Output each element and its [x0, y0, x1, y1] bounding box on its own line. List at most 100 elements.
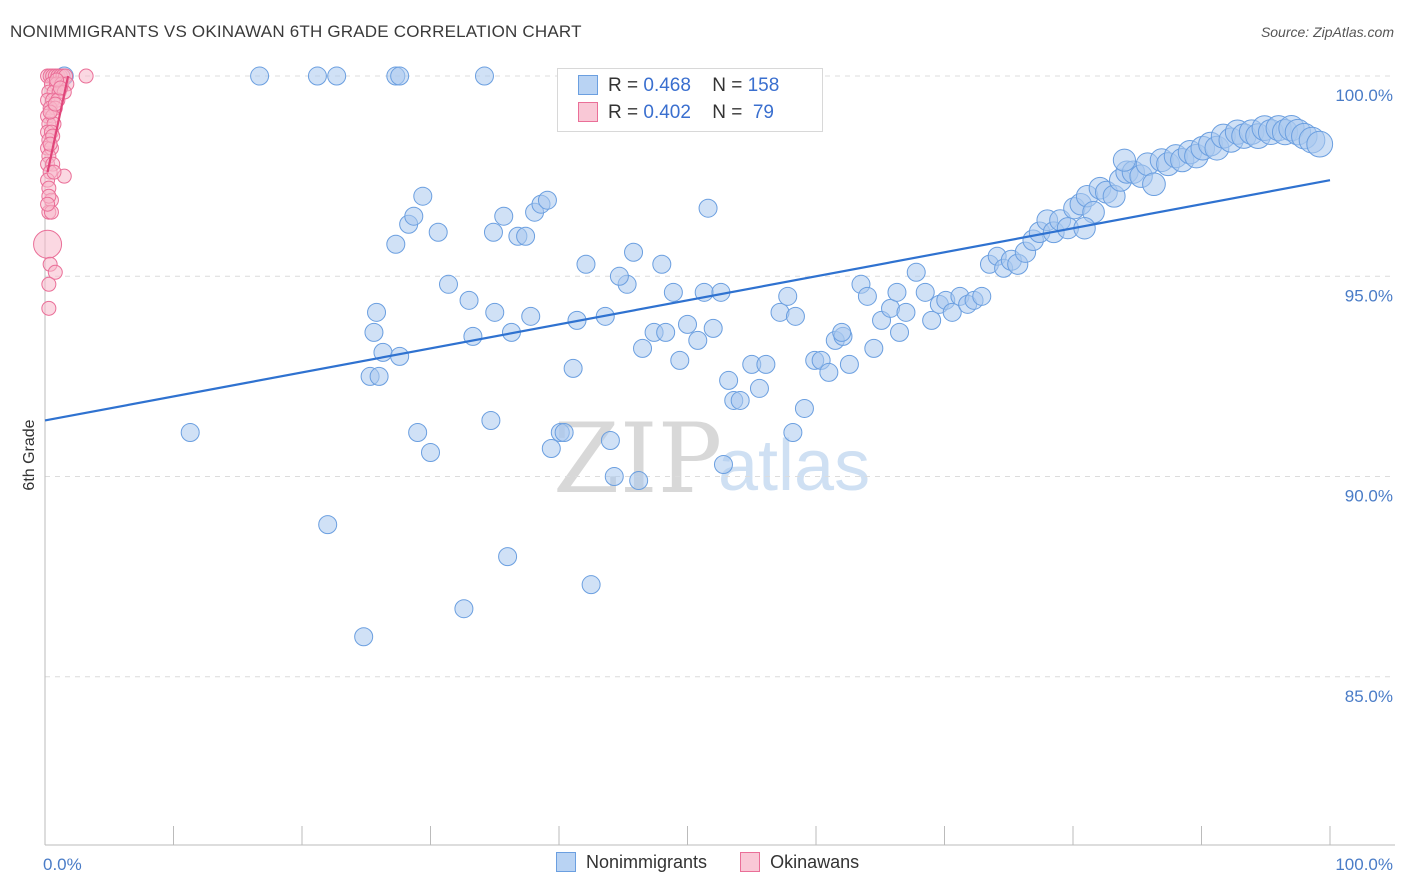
series-swatch-blue — [556, 852, 576, 872]
correlation-legend: R = 0.468 N = 158 R = 0.402 N = 79 — [557, 68, 823, 132]
nonimmigrant-point — [386, 234, 406, 254]
nonimmigrant-point — [563, 358, 583, 378]
nonimmigrant-point — [783, 422, 803, 442]
nonimmigrant-point — [678, 314, 697, 334]
okinawans-trend-line — [46, 75, 70, 173]
okinawan-point — [41, 300, 57, 316]
nonimmigrant-point — [756, 354, 776, 374]
nonimmigrants-points — [54, 66, 1334, 647]
okinawan-point — [41, 276, 57, 292]
nonimmigrant-point — [713, 455, 733, 475]
nonimmigrant-point — [656, 322, 676, 342]
nonimmigrant-point — [459, 290, 479, 310]
nonimmigrant-point — [794, 398, 814, 418]
legend-r-label: R = — [608, 102, 644, 123]
nonimmigrant-point — [670, 350, 690, 370]
legend-r-label: R = — [608, 75, 644, 96]
nonimmigrant-point — [604, 467, 624, 487]
nonimmigrant-point — [537, 190, 557, 210]
nonimmigrant-point — [832, 322, 852, 342]
nonimmigrant-point — [663, 282, 683, 302]
legend-r-value: 0.402 — [643, 102, 691, 123]
nonimmigrant-point — [454, 599, 474, 619]
y-tick-label: 90.0% — [1345, 487, 1393, 506]
series-legend-okinawans[interactable]: Okinawans — [740, 852, 859, 873]
nonimmigrant-point — [652, 254, 672, 274]
nonimmigrant-point — [633, 338, 653, 358]
series-legend-nonimmigrants[interactable]: Nonimmigrants — [556, 852, 707, 873]
nonimmigrant-point — [483, 222, 503, 242]
legend-n-value: 79 — [747, 102, 774, 123]
okinawan-point — [40, 196, 56, 212]
nonimmigrants-trend-line — [44, 179, 1331, 422]
nonimmigrant-point — [972, 286, 992, 306]
nonimmigrant-point — [581, 575, 601, 595]
watermark-zip: ZIP — [553, 403, 722, 515]
trend-lines — [44, 75, 1331, 422]
nonimmigrant-point — [498, 547, 518, 567]
nonimmigrant-point — [906, 262, 926, 282]
nonimmigrant-point — [749, 378, 769, 398]
nonimmigrant-point — [778, 286, 798, 306]
nonimmigrant-point — [404, 206, 424, 226]
nonimmigrant-point — [367, 302, 387, 322]
nonimmigrant-point — [307, 66, 327, 86]
okinawan-point — [46, 164, 62, 180]
y-tick-label: 85.0% — [1345, 687, 1393, 706]
nonimmigrant-point — [857, 286, 877, 306]
watermark: ZIP atlas — [553, 403, 870, 515]
x-tick-label: 100.0% — [1335, 855, 1393, 874]
nonimmigrant-point — [474, 66, 494, 86]
legend-n-label: N = — [712, 102, 748, 123]
okinawan-point — [78, 68, 94, 84]
nonimmigrant-point — [318, 515, 338, 535]
nonimmigrant-point — [819, 362, 839, 382]
nonimmigrant-point — [698, 198, 718, 218]
nonimmigrant-point — [180, 422, 200, 442]
nonimmigrant-point — [730, 390, 750, 410]
tick-labels: 85.0% 90.0% 95.0% 100.0% 0.0% 100.0% — [43, 86, 1393, 874]
nonimmigrant-point — [364, 322, 384, 342]
nonimmigrant-point — [516, 226, 536, 246]
nonimmigrant-point — [421, 443, 440, 463]
y-tick-label: 95.0% — [1345, 286, 1393, 305]
legend-r-value: 0.468 — [643, 75, 691, 96]
nonimmigrant-point — [942, 302, 962, 322]
nonimmigrant-point — [915, 282, 935, 302]
nonimmigrant-point — [438, 274, 458, 294]
nonimmigrant-point — [609, 266, 629, 286]
nonimmigrant-point — [554, 422, 574, 442]
series-swatch-pink — [740, 852, 761, 872]
nonimmigrant-point — [629, 471, 649, 491]
nonimmigrant-point — [413, 186, 433, 206]
y-axis-label: 6th Grade — [21, 419, 38, 490]
nonimmigrant-point — [481, 410, 501, 430]
nonimmigrant-point — [896, 302, 916, 322]
series-label: Okinawans — [770, 852, 860, 872]
nonimmigrant-point — [428, 222, 448, 242]
nonimmigrant-point — [624, 242, 644, 262]
nonimmigrant-point — [1142, 172, 1166, 197]
nonimmigrant-point — [354, 627, 374, 647]
nonimmigrant-point — [521, 306, 541, 326]
nonimmigrant-point — [864, 338, 884, 358]
legend-row-okinawans: R = 0.402 N = 79 — [578, 102, 774, 126]
legend-row-nonimmigrants: R = 0.468 N = 158 — [578, 75, 779, 99]
nonimmigrant-point — [1112, 148, 1136, 172]
nonimmigrant-point — [576, 254, 596, 274]
nonimmigrant-point — [541, 439, 561, 459]
nonimmigrant-point — [922, 310, 942, 330]
nonimmigrant-point — [1306, 130, 1334, 158]
nonimmigrant-point — [890, 322, 910, 342]
chart-source: Source: ZipAtlas.com — [1260, 24, 1394, 40]
okinawans-points — [33, 68, 94, 316]
nonimmigrant-point — [250, 66, 270, 86]
legend-swatch-blue — [578, 75, 598, 95]
legend-swatch-pink — [578, 102, 598, 122]
nonimmigrant-point — [703, 318, 723, 338]
okinawan-point — [33, 229, 63, 259]
nonimmigrant-point — [600, 430, 620, 450]
nonimmigrant-point — [688, 330, 708, 350]
nonimmigrant-point — [485, 302, 505, 322]
